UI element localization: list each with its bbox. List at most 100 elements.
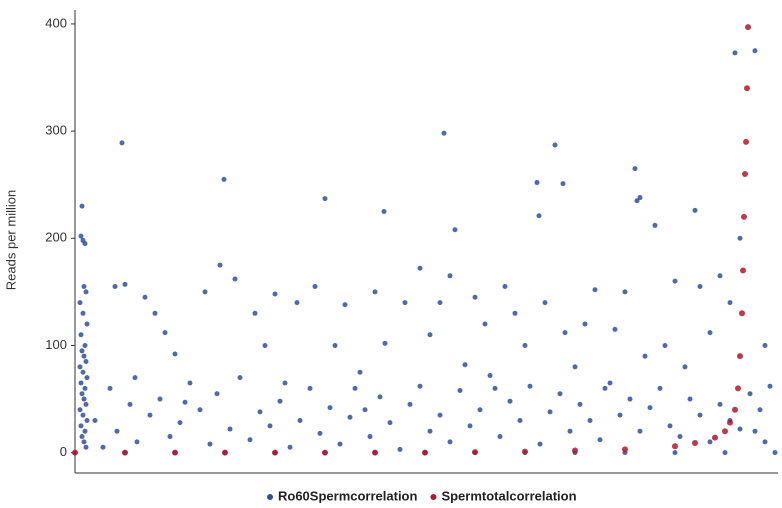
point [745, 24, 751, 31]
point [542, 300, 548, 306]
point [427, 332, 433, 338]
point [217, 262, 223, 268]
point [722, 428, 728, 435]
point [77, 300, 83, 306]
point [627, 396, 633, 402]
point [739, 310, 745, 317]
point [272, 291, 278, 297]
point [82, 385, 88, 391]
point [132, 375, 138, 381]
point [602, 385, 608, 391]
point [757, 407, 763, 413]
y-tick-label: 200 [45, 230, 67, 245]
point [642, 353, 648, 359]
point [552, 142, 558, 148]
point [81, 439, 87, 445]
point [687, 396, 693, 402]
point [272, 449, 278, 456]
point [322, 196, 328, 202]
y-axis-label: Reads per million [3, 190, 18, 290]
point [682, 364, 688, 370]
point [452, 227, 458, 233]
point [387, 420, 393, 426]
point [83, 401, 89, 407]
point [247, 437, 253, 443]
point [207, 441, 213, 447]
point [127, 401, 133, 407]
point [747, 391, 753, 397]
point [534, 180, 540, 186]
point [162, 330, 168, 336]
point [134, 439, 140, 445]
point [72, 449, 78, 456]
point [80, 369, 86, 375]
point [772, 450, 778, 456]
point [735, 385, 741, 392]
point [441, 130, 447, 136]
point [482, 321, 488, 327]
point [342, 302, 348, 308]
point [692, 439, 698, 446]
point [717, 273, 723, 279]
point [221, 176, 227, 182]
point [417, 265, 423, 271]
point [722, 450, 728, 456]
point [560, 181, 566, 187]
point [407, 401, 413, 407]
point [157, 396, 163, 402]
point [502, 284, 508, 290]
point [214, 391, 220, 397]
point [78, 332, 84, 338]
point [741, 213, 747, 220]
point [187, 380, 193, 386]
point [78, 233, 84, 239]
point [477, 407, 483, 413]
point [622, 446, 628, 453]
point [727, 300, 733, 306]
point [652, 222, 658, 228]
point [287, 444, 293, 450]
point [294, 300, 300, 306]
point [92, 417, 98, 423]
point [307, 385, 313, 391]
point [77, 407, 83, 413]
point [312, 284, 318, 290]
point [367, 434, 373, 440]
point [707, 439, 713, 445]
point [262, 342, 268, 348]
point [536, 213, 542, 219]
point [492, 385, 498, 391]
point [472, 449, 478, 456]
point [427, 428, 433, 434]
point [197, 407, 203, 413]
point [77, 364, 83, 370]
point [277, 398, 283, 404]
point [467, 423, 473, 429]
point [707, 330, 713, 336]
point [472, 294, 478, 300]
point [227, 426, 233, 432]
point [672, 278, 678, 284]
point [487, 372, 493, 378]
point [697, 412, 703, 418]
point [767, 383, 773, 389]
point [80, 412, 86, 418]
point [322, 449, 328, 456]
point [252, 310, 258, 316]
point [647, 405, 653, 411]
point [582, 321, 588, 327]
point [282, 380, 288, 386]
point [562, 330, 568, 336]
point [762, 439, 768, 445]
point [79, 391, 85, 397]
point [222, 449, 228, 456]
point [607, 380, 613, 386]
y-tick-label: 400 [45, 15, 67, 30]
point [672, 450, 678, 456]
legend: Ro60Spermcorrelation Spermtotalcorrelatio… [267, 488, 577, 503]
point [79, 203, 85, 209]
point [78, 423, 84, 429]
point [597, 437, 603, 443]
point [382, 340, 388, 346]
point [317, 430, 323, 436]
